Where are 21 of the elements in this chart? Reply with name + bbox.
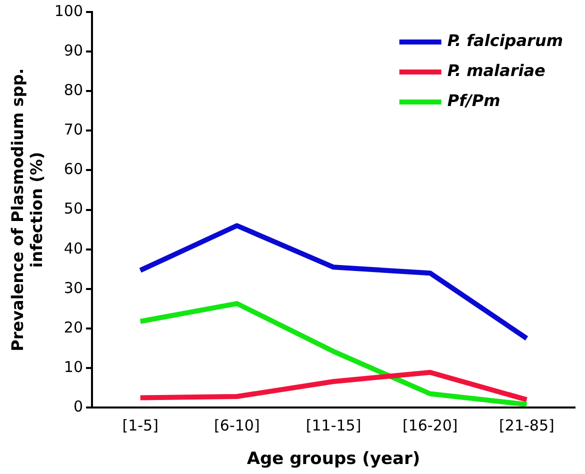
y-tick-label: 0 <box>73 397 84 416</box>
y-tick-label: 60 <box>64 160 84 178</box>
y-tick-label: 10 <box>64 358 84 376</box>
y-tick-label: 50 <box>64 200 84 218</box>
legend-label: P. malariae <box>447 61 546 80</box>
y-axis-title: Prevalence of Plasmodium spp. infection (%) <box>8 68 46 352</box>
x-tick-label: [11-15] <box>306 416 362 434</box>
legend-label: Pf/Pm <box>447 91 500 110</box>
x-tick-label: [16-20] <box>402 416 458 434</box>
x-tick-label: [6-10] <box>214 416 260 434</box>
x-tick-label: [1-5] <box>122 416 158 434</box>
legend-label: P. falciparum <box>447 31 564 50</box>
y-tick-label: 90 <box>64 41 84 60</box>
y-tick-label: 100 <box>54 2 84 20</box>
x-tick-label: [21-85] <box>499 416 554 434</box>
y-tick-label: 70 <box>64 120 84 139</box>
x-axis-title: Age groups (year) <box>246 449 420 470</box>
y-tick-label: 40 <box>64 239 84 258</box>
y-tick-label: 30 <box>64 278 84 297</box>
y-tick-label: 20 <box>64 318 84 336</box>
y-tick-label: 80 <box>64 81 84 100</box>
